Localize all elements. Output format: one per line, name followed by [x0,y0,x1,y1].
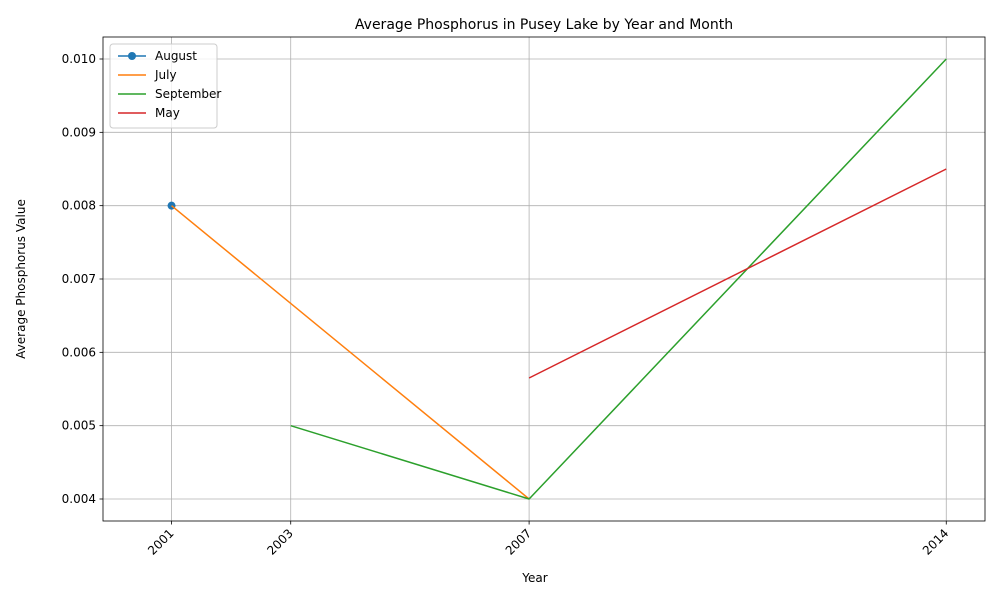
legend-label-july: July [154,68,177,82]
chart-title: Average Phosphorus in Pusey Lake by Year… [355,17,733,33]
y-axis: 0.004 0.005 0.006 0.007 0.008 0.009 0.010 [62,52,103,506]
legend-box [109,43,218,129]
legend-label-august: August [155,49,197,63]
y-tick-label: 0.005 [62,419,96,433]
y-tick-label: 0.006 [62,345,96,359]
y-tick-label: 0.010 [62,52,96,66]
series-line-may [528,168,947,379]
y-tick-label: 0.004 [62,492,96,506]
y-tick-label: 0.007 [62,272,96,286]
legend: August July September May [109,43,221,129]
series-line-september [290,58,947,500]
legend-label-may: May [155,106,180,120]
x-axis-title: Year [521,571,547,585]
series-line-july [171,205,530,500]
y-tick-label: 0.009 [62,125,96,139]
grid [103,37,985,521]
legend-marker-august [128,52,136,60]
series-layer [167,58,947,500]
y-axis-title: Average Phosphorus Value [14,199,28,359]
legend-label-september: September [155,87,221,101]
y-tick-label: 0.008 [62,199,96,213]
